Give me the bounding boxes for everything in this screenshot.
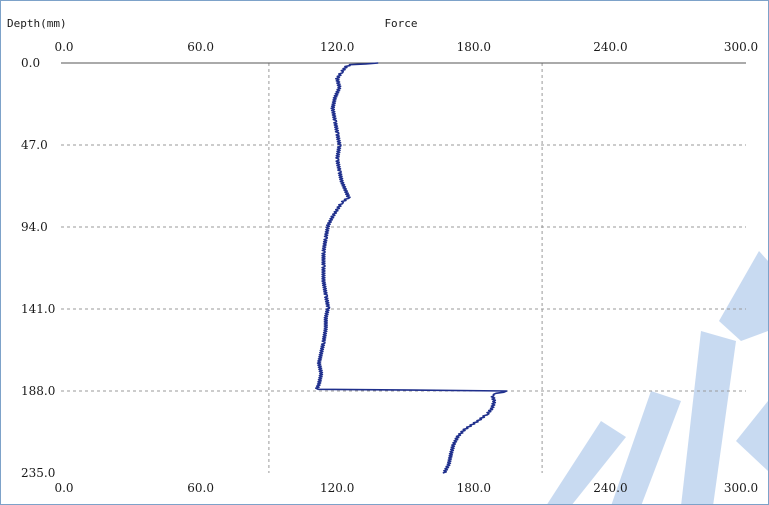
y-axis-label: Depth(mm) xyxy=(7,17,67,30)
x-tick-label-top: 180.0 xyxy=(457,40,491,54)
watermark xyxy=(547,251,768,504)
y-tick-label: 141.0 xyxy=(21,302,55,316)
x-tick-label-bottom: 240.0 xyxy=(593,481,627,495)
y-tick-label: 47.0 xyxy=(21,138,48,152)
x-tick-label-bottom: 0.0 xyxy=(54,481,73,495)
x-tick-label-top: 60.0 xyxy=(187,40,214,54)
x-tick-label-top: 240.0 xyxy=(593,40,627,54)
chart-title: Force xyxy=(384,17,417,30)
y-tick-label: 188.0 xyxy=(21,384,55,398)
bottom-tick-labels: 0.0 60.0 120.0 180.0 240.0 300.0 xyxy=(54,481,758,495)
x-tick-label-bottom: 300.0 xyxy=(724,481,758,495)
x-tick-label-bottom: 60.0 xyxy=(187,481,214,495)
depth-tick-labels: 0.0 47.0 94.0 141.0 188.0 235.0 xyxy=(21,56,55,480)
x-tick-label-top: 0.0 xyxy=(54,40,73,54)
grid-layer xyxy=(61,63,746,473)
y-tick-label: 94.0 xyxy=(21,220,48,234)
x-tick-label-bottom: 120.0 xyxy=(320,481,354,495)
x-tick-label-top: 120.0 xyxy=(320,40,354,54)
x-tick-label-top: 300.0 xyxy=(724,40,758,54)
x-tick-label-bottom: 180.0 xyxy=(457,481,491,495)
force-series-line xyxy=(315,62,508,474)
top-tick-labels: 0.0 60.0 120.0 180.0 240.0 300.0 xyxy=(54,40,758,54)
y-tick-label: 0.0 xyxy=(21,56,40,70)
y-tick-label: 235.0 xyxy=(21,466,55,480)
